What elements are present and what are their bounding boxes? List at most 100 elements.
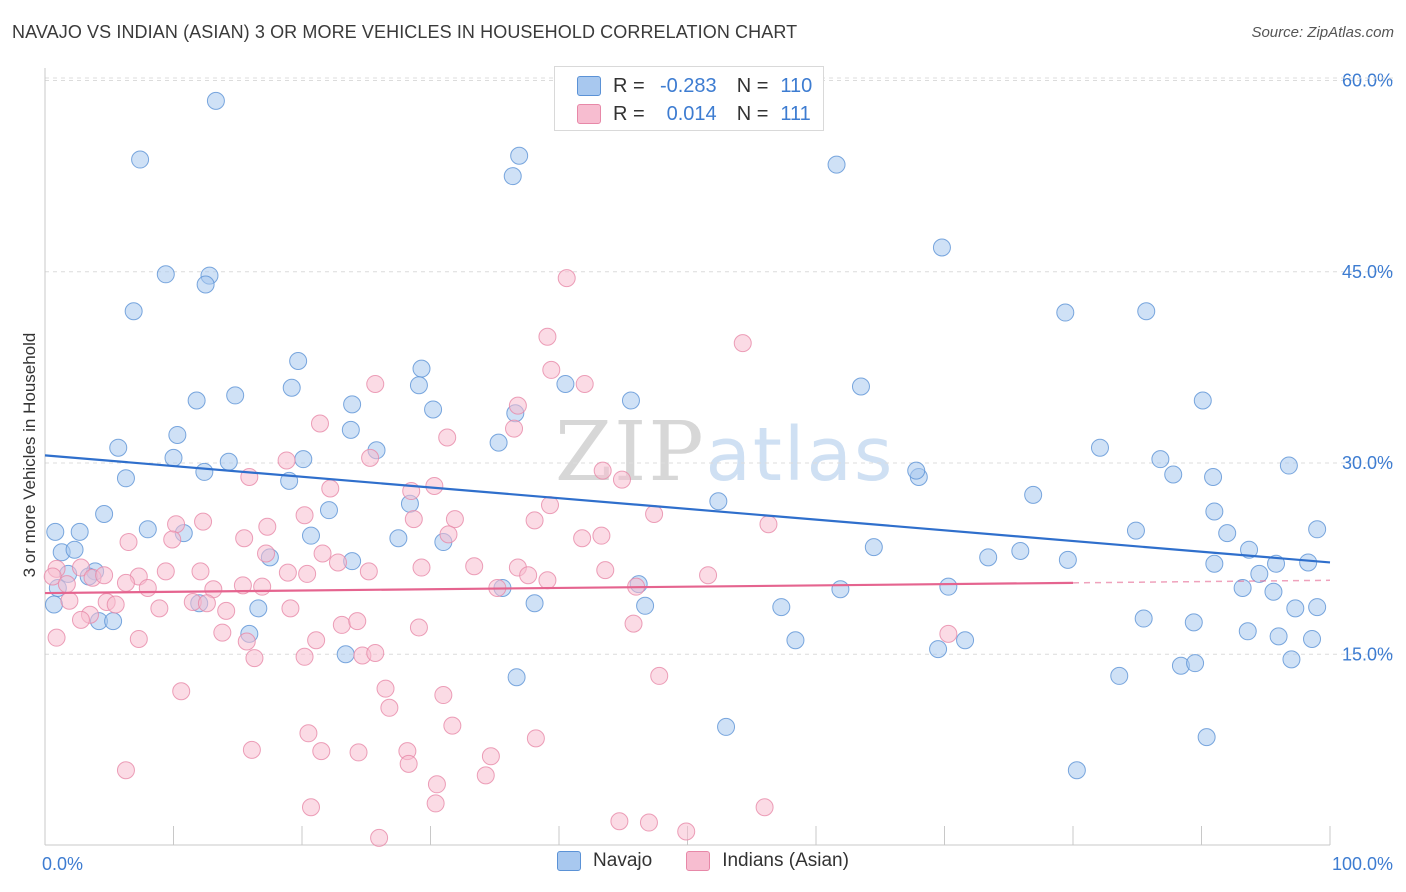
navajo-point [1299,553,1318,572]
navajo-point [1067,761,1086,780]
navajo-point [138,520,157,539]
indian-point [624,614,643,633]
watermark-atlas: atlas [705,412,895,498]
indian-point [156,562,175,581]
indian-point [359,562,378,581]
navajo-point [187,391,206,410]
indian-point [295,647,314,666]
indian-point [47,628,66,647]
indian-point [258,517,277,536]
indian-point [639,813,658,832]
indian-point [213,623,232,642]
indian-point [281,599,300,618]
navajo-point [1204,468,1223,487]
indian-point [650,666,669,685]
r-label: R = [613,102,645,125]
navajo-point [1110,666,1129,685]
navajo-point [164,448,183,467]
navajo-point [409,376,428,395]
navajo-point [1264,582,1283,601]
navajo-point [717,717,736,736]
navajo-point [507,668,526,687]
navajo-point [95,505,114,523]
navajo-point [709,492,728,511]
navajo-point [1233,578,1252,597]
indian-point [366,643,385,662]
indian-point [481,747,500,766]
indian-point [167,515,186,534]
indian-point [257,544,276,563]
navajo-point [124,302,143,321]
n-label: N = [736,102,769,125]
navajo-point [1218,524,1237,543]
indian-point [150,599,169,618]
indian-point [434,686,453,705]
indian-point [538,571,557,590]
indian-point [573,529,592,548]
indian-point [465,557,484,576]
navajo-point [341,420,360,439]
indian-point [116,761,135,780]
navajo-point [525,594,544,613]
legend-label-navajo: Navajo [593,850,653,871]
indian-point [755,798,774,817]
stats-legend: R = -0.283 N = 110 R = 0.014 N = 111 [554,66,824,131]
navajo-point [864,538,883,557]
navajo-point [343,395,362,414]
navajo-point [1279,456,1298,475]
navajo-point [424,400,443,419]
navajo-point [1308,520,1327,539]
indian-point [380,698,399,717]
navajo-point [196,275,215,294]
navajo-point [156,265,175,284]
indian-point [519,566,538,585]
indian-point [557,269,576,288]
indian-point [610,812,629,831]
navajo-point [104,612,123,631]
navajo-point [1011,541,1030,560]
legend-item-indian: Indians (Asian) [686,850,849,872]
navajo-point [1151,450,1170,469]
stats-row-indian: R = 0.014 N = 111 [577,101,811,127]
indian-point [312,742,331,761]
navajo-point [168,425,187,444]
navajo-point [831,580,850,599]
indian-point [197,594,216,613]
navajo-point [636,596,655,615]
indian-point [253,577,272,596]
indian-point [439,525,458,544]
y-tick-label: 45.0% [1342,262,1393,282]
indian-point [295,506,314,525]
indian-point [376,679,395,698]
indian-point [542,360,561,379]
indian-point [301,798,320,817]
indian-point [425,476,444,495]
navajo-point [1286,599,1305,618]
y-tick-label: 30.0% [1342,453,1393,473]
indian-point [129,629,148,648]
navajo-point [1205,554,1224,573]
indian-point [57,575,76,594]
legend-label-indian: Indians (Asian) [722,850,849,871]
navajo-point [1134,609,1153,628]
indian-point [366,374,385,393]
navajo-point [1056,303,1075,322]
indian-point [445,510,464,529]
indian-point [332,615,351,634]
indian-point [172,682,191,701]
indian-point [541,496,560,515]
indian-point [328,553,347,572]
navajo-point [1303,629,1322,648]
indian-point [194,512,213,531]
indian-point [310,414,329,433]
y-tick-label: 15.0% [1342,644,1393,664]
indian-point [538,327,557,346]
indian-point [106,595,125,614]
navajo-point [1164,465,1183,484]
navajo-point [772,598,791,617]
indian-point [438,428,457,447]
indian-point [526,729,545,748]
indian-point [525,511,544,530]
indian-point [163,530,182,549]
